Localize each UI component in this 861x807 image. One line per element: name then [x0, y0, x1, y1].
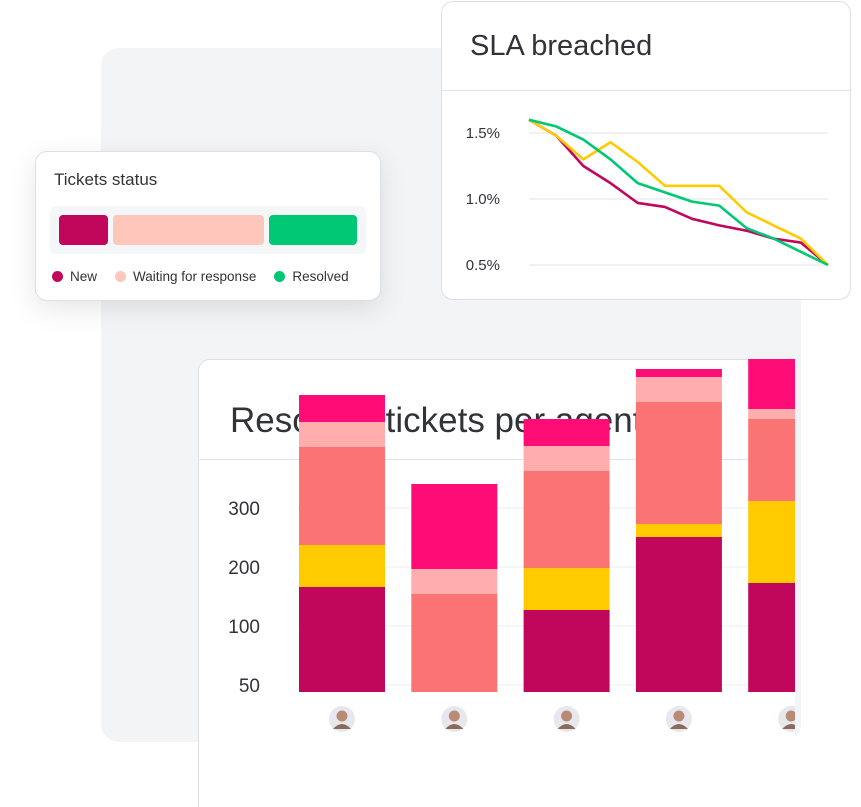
resolved-bar-segment[interactable]: [748, 409, 795, 419]
sla-breached-card: SLA breached 1.5% 1.0% 0.5%: [441, 1, 851, 300]
legend-dot-resolved: [274, 271, 286, 282]
legend-item-waiting: Waiting for response: [115, 269, 256, 284]
resolved-ytick-label: 50: [239, 676, 260, 697]
status-segment-new[interactable]: [59, 215, 108, 245]
legend-label-resolved: Resolved: [292, 269, 349, 284]
resolved-bar-segment[interactable]: [299, 395, 385, 422]
resolved-bar-segment[interactable]: [635, 402, 722, 524]
legend-dot-waiting: [115, 271, 127, 282]
resolved-bar-segment[interactable]: [523, 446, 610, 471]
sla-breached-chart: 1.5% 1.0% 0.5%: [466, 118, 829, 274]
sla-series-line-2: [528, 118, 829, 266]
resolved-bar-segment[interactable]: [635, 537, 722, 692]
sla-ytick-label: 1.0%: [466, 191, 500, 208]
resolved-bar-segment[interactable]: [299, 447, 385, 545]
resolved-bar-segment[interactable]: [748, 359, 795, 409]
resolved-tickets-chart: 300 200 100 50: [228, 359, 795, 732]
sla-ytick-label: 0.5%: [466, 257, 500, 274]
legend-label-new: New: [70, 269, 98, 284]
resolved-bar-segment[interactable]: [299, 587, 385, 692]
resolved-bar-segment[interactable]: [635, 369, 722, 377]
legend-item-new: New: [52, 269, 97, 284]
agent-avatar-3[interactable]: [553, 706, 580, 732]
resolved-tickets-card: Resolved tickets per agent 300 200 100 50: [198, 359, 795, 807]
sla-series-line-1: [528, 118, 829, 267]
resolved-bar-segment[interactable]: [635, 377, 722, 402]
tickets-status-bar: [50, 206, 366, 254]
resolved-bar-segment[interactable]: [523, 419, 610, 446]
sla-breached-title: SLA breached: [470, 30, 653, 62]
resolved-bar-segment[interactable]: [523, 471, 610, 568]
agent-avatar-1[interactable]: [329, 706, 355, 732]
sla-series-line-3: [528, 118, 829, 267]
resolved-bar-segment[interactable]: [411, 484, 498, 569]
resolved-bar-segment[interactable]: [635, 524, 722, 537]
sla-divider: [442, 90, 850, 91]
resolved-bar-segment[interactable]: [748, 419, 795, 501]
resolved-bar-segment[interactable]: [523, 568, 610, 610]
tickets-status-title: Tickets status: [54, 170, 158, 189]
resolved-bar-segment[interactable]: [299, 545, 385, 587]
status-segment-waiting[interactable]: [112, 215, 265, 245]
legend-label-waiting: Waiting for response: [133, 269, 257, 284]
agent-avatar-2[interactable]: [441, 706, 468, 732]
status-segment-resolved[interactable]: [269, 215, 357, 245]
resolved-ytick-label: 100: [228, 617, 260, 638]
sla-ytick-label: 1.5%: [466, 125, 500, 142]
legend-dot-new: [52, 271, 63, 282]
resolved-ytick-label: 200: [228, 558, 260, 579]
tickets-status-card: Tickets status New Waiting for response …: [35, 151, 381, 301]
resolved-bar-segment[interactable]: [523, 610, 610, 692]
tickets-status-legend: New Waiting for response Resolved: [52, 269, 367, 284]
agent-avatar-4[interactable]: [665, 706, 692, 732]
resolved-bar-segment[interactable]: [748, 501, 795, 583]
resolved-bar-segment[interactable]: [411, 569, 498, 594]
resolved-tickets-divider: [198, 459, 795, 460]
resolved-bar-segment[interactable]: [411, 594, 498, 692]
agent-avatar-5[interactable]: [778, 706, 795, 732]
resolved-ytick-label: 300: [228, 499, 260, 520]
legend-item-resolved: Resolved: [274, 269, 349, 284]
resolved-bar-segment[interactable]: [299, 422, 385, 447]
resolved-bar-segment[interactable]: [748, 583, 795, 692]
